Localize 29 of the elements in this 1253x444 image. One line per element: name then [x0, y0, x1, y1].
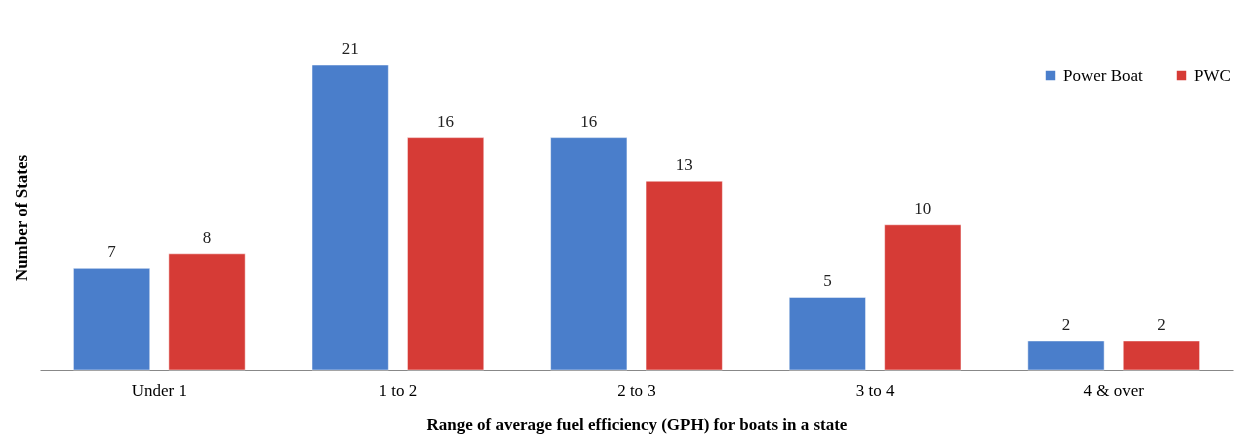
data-label: 10 [914, 198, 932, 218]
bar [645, 180, 723, 371]
bar [311, 64, 389, 371]
data-label: 13 [675, 155, 693, 175]
x-tick-label: 3 to 4 [855, 380, 895, 400]
bar [1122, 340, 1200, 371]
x-tick-label: 4 & over [1083, 380, 1145, 400]
bar [73, 268, 151, 371]
bar [550, 137, 628, 371]
x-tick-label: 1 to 2 [378, 380, 418, 400]
data-label: 21 [341, 39, 359, 58]
x-tick-label: Under 1 [131, 380, 187, 400]
legend-label: Power Boat [1063, 65, 1144, 85]
data-label: 16 [437, 111, 455, 131]
data-label: 5 [823, 271, 832, 291]
data-label: 8 [202, 227, 212, 247]
data-label: 7 [107, 242, 117, 262]
bar [788, 297, 866, 371]
data-label: 16 [580, 111, 598, 131]
bar [1027, 340, 1105, 371]
y-axis-title: Number of States [11, 154, 31, 282]
bar [884, 224, 962, 371]
data-label: 2 [1157, 314, 1166, 334]
data-label: 2 [1061, 314, 1071, 334]
bar [407, 137, 485, 371]
x-tick-label: 2 to 3 [617, 380, 656, 400]
x-axis-title: Range of average fuel efficiency (GPH) for boats in a state [426, 414, 848, 434]
bar [168, 253, 246, 371]
legend-label: PWC [1194, 65, 1231, 85]
